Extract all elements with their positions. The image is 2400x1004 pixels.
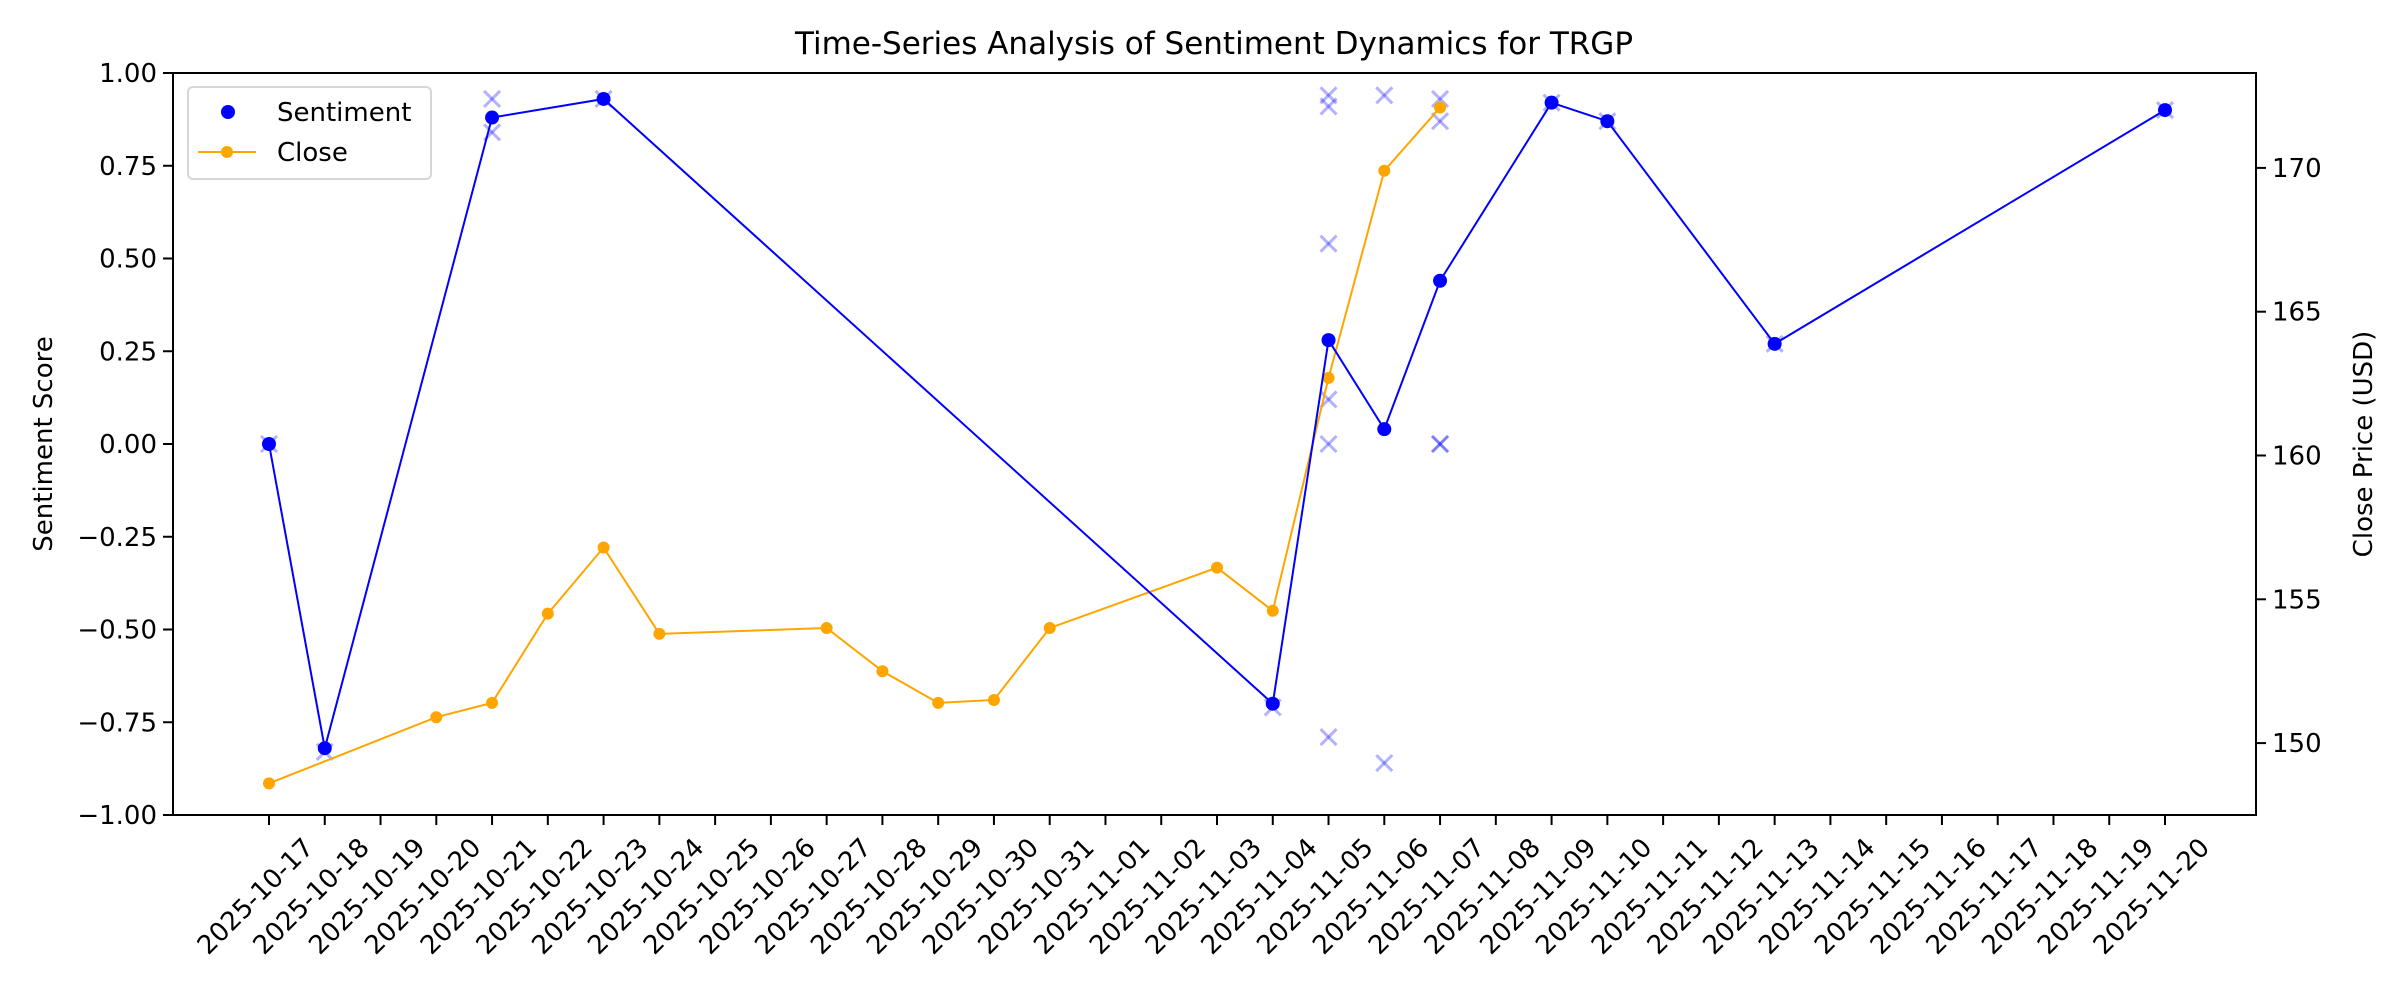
sentiment-point — [317, 741, 332, 756]
close-point — [263, 777, 275, 790]
y-tick-label: −0.50 — [77, 616, 157, 646]
y-tick-label: 0.00 — [99, 430, 157, 460]
close-point — [1211, 561, 1223, 574]
y-tick-label: −0.75 — [77, 708, 157, 738]
individual-score-marker — [1430, 89, 1450, 109]
sentiment-point — [1544, 95, 1559, 110]
y2-tick-label: 160 — [2272, 442, 2322, 472]
close-point — [486, 696, 499, 709]
individual-score-marker — [1319, 390, 1338, 409]
close-point — [876, 665, 889, 678]
close-point — [430, 711, 443, 724]
y2-tick-label: 165 — [2272, 298, 2322, 328]
plot-area — [259, 86, 2175, 790]
close-point — [820, 622, 833, 635]
close-point — [597, 541, 610, 554]
individual-score-marker — [1375, 753, 1394, 773]
close-point — [1434, 101, 1447, 114]
sentiment-point — [485, 110, 500, 125]
sentiment-point — [1377, 422, 1392, 437]
sentiment-point — [1600, 114, 1615, 129]
individual-score-marker — [1319, 86, 1338, 105]
individual-score-marker — [1319, 728, 1338, 747]
close-point — [987, 693, 1000, 706]
sentiment-point — [262, 437, 276, 451]
sentiment-point — [1433, 273, 1448, 288]
individual-score-marker — [1319, 234, 1338, 253]
y-tick-label: −0.25 — [77, 523, 157, 553]
sentiment-line — [268, 97, 2166, 749]
individual-score-marker — [1375, 86, 1394, 105]
legend-close-label: Close — [277, 138, 348, 168]
sentiment-point — [1321, 333, 1336, 348]
legend-sentiment-label: Sentiment — [277, 98, 411, 128]
sentiment-point — [1767, 336, 1782, 351]
y2-tick-label: 155 — [2272, 585, 2322, 615]
close-line — [268, 106, 1441, 785]
legend-box — [187, 86, 432, 180]
sentiment-point — [596, 91, 611, 106]
close-point — [1322, 371, 1335, 384]
sentiment-point — [1265, 696, 1280, 711]
individual-score-marker — [1430, 434, 1450, 454]
y2-tick-label: 150 — [2272, 729, 2322, 759]
y-tick-label: 0.25 — [99, 337, 157, 367]
close-point — [653, 627, 666, 640]
individual-score-marker — [482, 89, 502, 109]
chart-title: Time-Series Analysis of Sentiment Dynami… — [794, 26, 1633, 62]
legend-sentiment-marker — [221, 105, 235, 119]
y-tick-label: 1.00 — [99, 59, 157, 89]
close-point — [541, 607, 554, 620]
individual-score-marker — [1319, 97, 1338, 116]
y2-tick-label: 170 — [2272, 154, 2322, 184]
y2-axis-label: Close Price (USD) — [2349, 331, 2379, 558]
legend: Sentiment Close — [187, 86, 432, 180]
legend-close-marker — [221, 146, 233, 158]
close-point — [1043, 622, 1056, 635]
y-tick-label: −1.00 — [77, 801, 157, 831]
close-point — [1266, 604, 1279, 617]
individual-score-marker — [1319, 434, 1338, 454]
axis-ticks: 2025-10-172025-10-182025-10-192025-10-20… — [77, 59, 2321, 961]
close-point — [1378, 164, 1391, 177]
individual-score-marker — [1430, 112, 1450, 131]
y-tick-label: 0.50 — [99, 245, 157, 275]
close-point — [932, 696, 945, 709]
sentiment-point — [2158, 103, 2172, 118]
y-axis-label: Sentiment Score — [29, 336, 59, 551]
individual-score-marker — [1430, 434, 1450, 454]
y-tick-label: 0.75 — [99, 152, 157, 182]
